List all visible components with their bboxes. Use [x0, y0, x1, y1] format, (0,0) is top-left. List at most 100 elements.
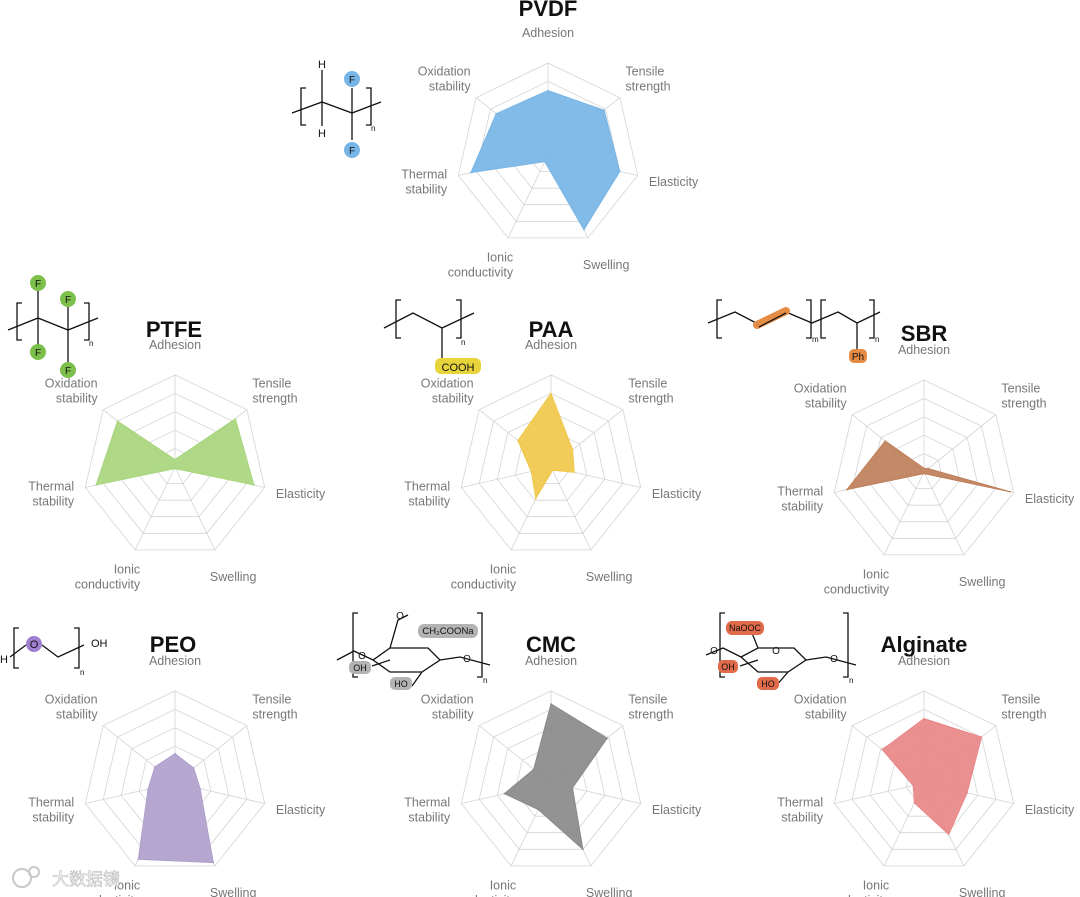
pvdf-axis-label-0: Adhesion: [522, 26, 574, 40]
peo-axis-label-0: Adhesion: [149, 654, 201, 668]
cmc-oh: OH: [353, 663, 367, 673]
peo-h: H: [0, 654, 8, 666]
alginate-o-right: O: [830, 654, 838, 665]
paa-point-5: [530, 470, 533, 473]
cmc-point-4: [537, 808, 539, 811]
sbr-point-4: [922, 472, 924, 475]
paa-spoke-3: [550, 466, 592, 551]
alginate-o-left: O: [710, 646, 718, 657]
ptfe-point-4: [173, 467, 175, 470]
peo-data-area: [137, 752, 214, 864]
alginate-axis-label-3: Swelling: [959, 886, 1006, 897]
ptfe-axis-label-4: Ionic conductivity: [75, 562, 141, 591]
peo-axis-label-3: Swelling: [210, 886, 257, 897]
ptfe-point-0: [174, 458, 176, 461]
peo-oh: OH: [91, 638, 108, 650]
cmc-axis-label-5: Thermal stability: [404, 796, 451, 825]
paa-axis-label-2: Elasticity: [652, 487, 702, 501]
alginate-structure: [705, 612, 857, 690]
cmc-grid-ring-3: [496, 727, 606, 834]
paa-grid-ring-2: [514, 429, 588, 501]
paa-cooh: COOH: [442, 362, 475, 374]
pvdf-title: PVDF: [519, 0, 578, 21]
peo-point-3: [212, 861, 215, 864]
sbr-ph: Ph: [852, 352, 864, 363]
ptfe-axis-label-6: Oxidation stability: [45, 376, 99, 405]
ptfe-axis-label-2: Elasticity: [276, 487, 326, 501]
pvdf-h-bottom: H: [318, 128, 326, 140]
pvdf-grid-ring-4: [475, 80, 621, 222]
pvdf-radar-chart: Adhesion Tensile strength Elasticity Swellin…: [401, 0, 699, 279]
alginate-point-0: [923, 717, 925, 720]
cmc-structure: [336, 612, 491, 690]
pvdf-point-3: [583, 228, 585, 231]
alginate-point-3: [947, 833, 950, 836]
pvdf-point-4: [544, 160, 546, 163]
pvdf-spoke-4: [507, 154, 549, 239]
paa-axis-label-0: Adhesion: [525, 338, 577, 352]
cmc-point-2: [571, 787, 574, 789]
cmc-axis-label-3: Swelling: [586, 886, 633, 897]
paa-point-6: [517, 439, 519, 442]
pvdf-f-top: F: [349, 75, 355, 86]
sbr-point-5: [846, 488, 848, 491]
cmc-axis-label-2: Elasticity: [652, 803, 702, 817]
alginate-axis-label-6: Oxidation stability: [794, 692, 848, 721]
alginate-axis-label-1: Tensile strength: [1001, 692, 1046, 721]
alginate-grid-ring-5: [833, 690, 1015, 867]
sbr-axis-label-2: Elasticity: [1025, 492, 1075, 506]
sbr-grid-ring-3: [869, 416, 979, 523]
ptfe-structure: [7, 275, 99, 378]
cmc-data-area: [503, 703, 608, 851]
sbr-axis-label-0: Adhesion: [898, 343, 950, 357]
sbr-point-0: [923, 467, 925, 470]
pvdf-axis-label-4: Ionic conductivity: [448, 250, 514, 279]
peo-radar-chart: Adhesion Tensile strength Elasticity Swellin…: [28, 632, 326, 897]
alginate-axis-label-5: Thermal stability: [777, 796, 824, 825]
ptfe-axis-label-5: Thermal stability: [28, 480, 75, 509]
ptfe-data-area: [95, 417, 255, 486]
sbr-grid-ring-4: [851, 397, 997, 539]
paa-axis-label-1: Tensile strength: [628, 376, 673, 405]
paa-point-4: [535, 497, 537, 500]
alginate-axis-label-2: Elasticity: [1025, 803, 1075, 817]
cmc-o-right: O: [463, 654, 471, 665]
pvdf-grid-ring-5: [457, 62, 639, 239]
alginate-spoke-5: [834, 782, 925, 804]
peo-structure: [9, 627, 85, 669]
cmc-n: n: [483, 676, 487, 685]
peo-axis-label-5: Thermal stability: [28, 796, 75, 825]
watermark-logo-icon: [12, 868, 32, 888]
pvdf-data-area: [470, 90, 621, 231]
ptfe-axis-label-3: Swelling: [210, 570, 257, 584]
paa-axis-label-6: Oxidation stability: [421, 376, 475, 405]
peo-point-0: [174, 752, 176, 755]
alginate-o-ring: O: [772, 646, 780, 657]
ptfe-axis-label-1: Tensile strength: [252, 376, 297, 405]
pvdf-structure: [291, 70, 382, 158]
sbr-axis-label-5: Thermal stability: [777, 485, 824, 514]
alginate-radar-chart: Adhesion Tensile strength Elasticity Swellin…: [777, 632, 1075, 897]
ptfe-f1: F: [35, 279, 41, 290]
sbr-grid-ring-5: [833, 379, 1015, 556]
paa-axis-label-4: Ionic conductivity: [451, 562, 517, 591]
alginate-title: Alginate: [881, 632, 968, 657]
paa-structure: [383, 299, 481, 374]
pvdf-axis-label-6: Oxidation stability: [418, 64, 472, 93]
paa-axis-label-3: Swelling: [586, 570, 633, 584]
cmc-grid-ring-5: [460, 690, 642, 867]
ptfe-spoke-4: [134, 466, 176, 551]
paa-n: n: [461, 338, 465, 347]
alginate-sub: NaOOC: [729, 623, 762, 633]
ptfe-f3: F: [65, 295, 71, 306]
ptfe-radar-chart: Adhesion Tensile strength Elasticity Swellin…: [28, 317, 326, 591]
peo-n: n: [80, 668, 84, 677]
paa-point-2: [573, 471, 576, 474]
peo-point-4: [137, 858, 140, 861]
peo-axis-label-2: Elasticity: [276, 803, 326, 817]
cmc-o-top: O: [396, 611, 404, 622]
cmc-ho: HO: [394, 679, 408, 689]
ptfe-grid-ring-5: [84, 374, 266, 551]
